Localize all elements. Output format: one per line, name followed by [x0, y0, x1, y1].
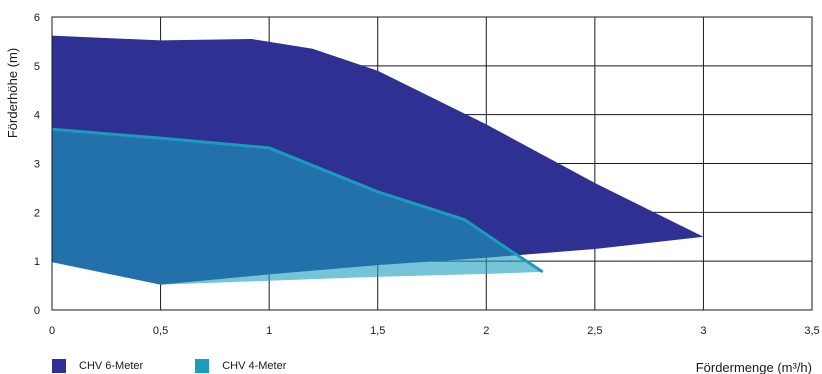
tick-labels: 0 0,5 1 1,5 2 2,5 3 3,5 0 1 2 3 4 5 6	[34, 12, 820, 337]
y-tick-label: 5	[34, 61, 40, 73]
plot-frame	[51, 16, 813, 311]
x-tick-label: 2	[483, 325, 489, 337]
x-tick-label: 2,5	[587, 325, 602, 337]
legend-item-chv-4-meter: CHV 4-Meter	[195, 359, 286, 373]
legend-label-chv-6-meter: CHV 6-Meter	[79, 360, 144, 372]
x-axis-title: Fördermenge (m³/h)	[696, 360, 812, 374]
y-tick-label: 4	[34, 110, 40, 122]
y-tick-label: 1	[34, 256, 40, 268]
y-tick-label: 2	[34, 207, 40, 219]
x-tick-label: 3,5	[804, 325, 819, 337]
legend-swatch-chv-6-meter	[52, 359, 66, 373]
legend: CHV 6-Meter CHV 4-Meter	[52, 359, 338, 373]
y-tick-label: 0	[34, 305, 40, 317]
plot-border	[51, 16, 813, 311]
x-tick-label: 1,5	[370, 325, 385, 337]
x-tick-label: 0,5	[153, 325, 168, 337]
x-tick-label: 1	[266, 325, 272, 337]
y-axis-title: Förderhöhe (m)	[5, 48, 20, 138]
legend-item-chv-6-meter: CHV 6-Meter	[52, 359, 143, 373]
y-tick-label: 3	[34, 159, 40, 171]
y-tick-label: 6	[34, 12, 40, 24]
legend-swatch-chv-4-meter	[195, 359, 210, 373]
line-chv-4-meter-upper	[51, 127, 544, 274]
legend-label-chv-4-meter: CHV 4-Meter	[222, 360, 287, 372]
plot-areas	[51, 35, 704, 285]
area-chv-4-meter	[52, 129, 543, 285]
x-tick-label: 0	[49, 325, 55, 337]
x-tick-label: 3	[700, 325, 706, 337]
